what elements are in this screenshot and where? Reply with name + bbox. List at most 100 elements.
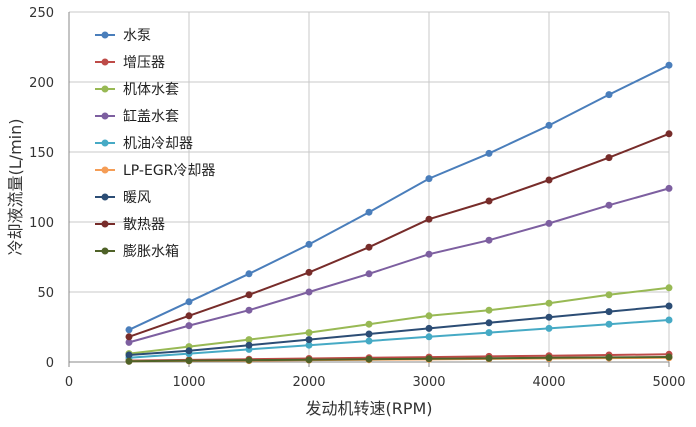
data-point [305, 329, 313, 337]
series-layer [125, 61, 673, 365]
series-7 [125, 302, 673, 359]
data-point [485, 236, 493, 244]
data-point [545, 299, 553, 307]
legend-swatch-marker [101, 247, 109, 255]
x-tick-label: 3000 [412, 375, 445, 390]
data-point [245, 306, 253, 314]
series-4 [125, 184, 673, 346]
legend-label: 机油冷却器 [123, 136, 193, 152]
data-point [665, 316, 673, 324]
data-point [605, 201, 613, 209]
legend-item: 散热器 [95, 217, 165, 233]
data-point [545, 324, 553, 332]
data-point [245, 341, 253, 349]
x-tick-label: 2000 [292, 375, 325, 390]
legend-swatch-marker [101, 31, 109, 39]
y-tick-label: 200 [29, 76, 54, 91]
series-9 [125, 353, 673, 365]
series-8 [125, 130, 673, 341]
x-tick-labels: 0 1000 2000 3000 4000 5000 [65, 362, 686, 390]
legend-swatch-marker [101, 193, 109, 201]
legend-swatch-marker [101, 58, 109, 66]
data-point [185, 357, 193, 365]
data-point [305, 356, 313, 364]
legend-label: 增压器 [123, 55, 165, 71]
y-tick-label: 250 [29, 6, 54, 21]
series-line [128, 305, 670, 356]
series-line [128, 187, 670, 344]
legend-swatch-marker [101, 139, 109, 147]
legend-swatch-marker [101, 220, 109, 228]
data-point [425, 312, 433, 320]
data-point [365, 208, 373, 216]
legend-item: 水泵 [95, 28, 151, 44]
legend-item: 暖风 [95, 190, 151, 206]
x-axis-title: 发动机转速(RPM) [305, 399, 432, 418]
data-point [365, 270, 373, 278]
data-point [485, 197, 493, 205]
x-tick-label: 0 [65, 375, 73, 390]
data-point [545, 219, 553, 227]
data-point [425, 250, 433, 258]
data-point [305, 288, 313, 296]
y-tick-label: 150 [29, 146, 54, 161]
x-tick-label: 5000 [652, 375, 685, 390]
legend-label: 缸盖水套 [123, 108, 179, 125]
data-point [365, 337, 373, 345]
data-point [125, 338, 133, 346]
data-point [605, 154, 613, 162]
data-point [365, 243, 373, 251]
legend-label: 散热器 [123, 217, 165, 233]
data-point [125, 357, 133, 365]
data-point [485, 354, 493, 362]
x-tick-label: 1000 [172, 375, 205, 390]
legend-item: 机油冷却器 [95, 136, 193, 152]
data-point [245, 291, 253, 299]
legend-item: 膨胀水箱 [95, 243, 179, 260]
data-point [665, 61, 673, 69]
data-point [305, 341, 313, 349]
y-tick-label: 50 [37, 286, 54, 301]
series-line [128, 132, 670, 338]
series-line [128, 286, 670, 355]
data-point [365, 320, 373, 328]
data-point [605, 291, 613, 299]
data-point [245, 270, 253, 278]
legend-item: 缸盖水套 [95, 108, 179, 125]
legend-label: 暖风 [123, 190, 151, 206]
data-point [425, 175, 433, 183]
series-line [128, 319, 670, 359]
data-point [545, 176, 553, 184]
y-tick-label: 100 [29, 216, 54, 231]
data-point [305, 336, 313, 344]
legend-item: 机体水套 [95, 82, 179, 98]
data-point [245, 336, 253, 344]
data-point [305, 268, 313, 276]
data-point [425, 355, 433, 363]
data-point [665, 284, 673, 292]
data-point [365, 355, 373, 363]
legend-label: 机体水套 [123, 82, 179, 98]
data-point [185, 347, 193, 355]
data-point [665, 184, 673, 192]
legend-item: LP-EGR冷却器 [95, 163, 215, 179]
data-point [125, 333, 133, 341]
series-1 [125, 61, 673, 334]
data-point [185, 312, 193, 320]
data-point [485, 319, 493, 327]
series-line [128, 355, 670, 363]
y-tick-label: 0 [46, 356, 54, 371]
data-point [485, 149, 493, 157]
data-point [545, 313, 553, 321]
data-point [185, 322, 193, 330]
data-point [245, 356, 253, 364]
legend-label: 水泵 [123, 28, 151, 44]
legend-label: 膨胀水箱 [123, 243, 179, 260]
series-line [128, 64, 670, 331]
legend-item: 增压器 [95, 55, 165, 71]
legend-swatch-marker [101, 85, 109, 93]
legend-swatch-marker [101, 112, 109, 120]
data-point [425, 333, 433, 341]
